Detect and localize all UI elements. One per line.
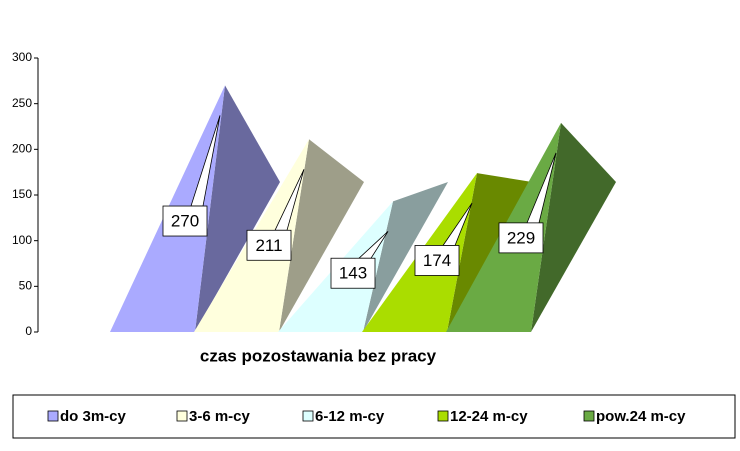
pyramid-side bbox=[279, 139, 364, 332]
legend-swatch bbox=[583, 410, 595, 422]
legend-label: do 3m-cy bbox=[60, 408, 127, 425]
pyramid-side bbox=[195, 85, 280, 333]
y-tick-label: 200 bbox=[12, 142, 32, 156]
pyramid-side bbox=[531, 122, 616, 332]
data-label-box bbox=[246, 229, 292, 261]
legend-label: 3-6 m-cy bbox=[189, 408, 251, 425]
data-label-box bbox=[330, 257, 376, 289]
legend-swatch bbox=[437, 410, 449, 422]
y-tick-label: 250 bbox=[12, 96, 32, 110]
y-tick-label: 300 bbox=[12, 50, 32, 64]
data-label: 174 bbox=[423, 251, 451, 270]
data-label: 270 bbox=[171, 212, 199, 231]
legend-swatch bbox=[176, 410, 188, 422]
y-tick-label: 150 bbox=[12, 187, 32, 201]
y-tick-label: 50 bbox=[19, 279, 33, 293]
data-label: 211 bbox=[255, 236, 282, 255]
data-label: 229 bbox=[507, 228, 535, 247]
legend-box bbox=[12, 394, 736, 439]
legend-label: 12-24 m-cy bbox=[450, 408, 528, 425]
data-label-box bbox=[498, 222, 544, 254]
y-tick-label: 0 bbox=[25, 324, 32, 338]
legend-label: pow.24 m-cy bbox=[596, 408, 686, 425]
pyramid-front bbox=[278, 201, 393, 332]
x-axis-title: czas pozostawania bez pracy bbox=[200, 346, 437, 365]
data-label-box bbox=[414, 245, 460, 276]
legend-swatch bbox=[47, 410, 59, 422]
y-tick-label: 100 bbox=[12, 233, 32, 247]
data-label-box bbox=[162, 205, 208, 237]
data-label: 143 bbox=[339, 264, 367, 283]
pyramid-side bbox=[363, 182, 448, 332]
legend-swatch bbox=[302, 410, 314, 422]
legend-label: 6-12 m-cy bbox=[315, 408, 385, 425]
